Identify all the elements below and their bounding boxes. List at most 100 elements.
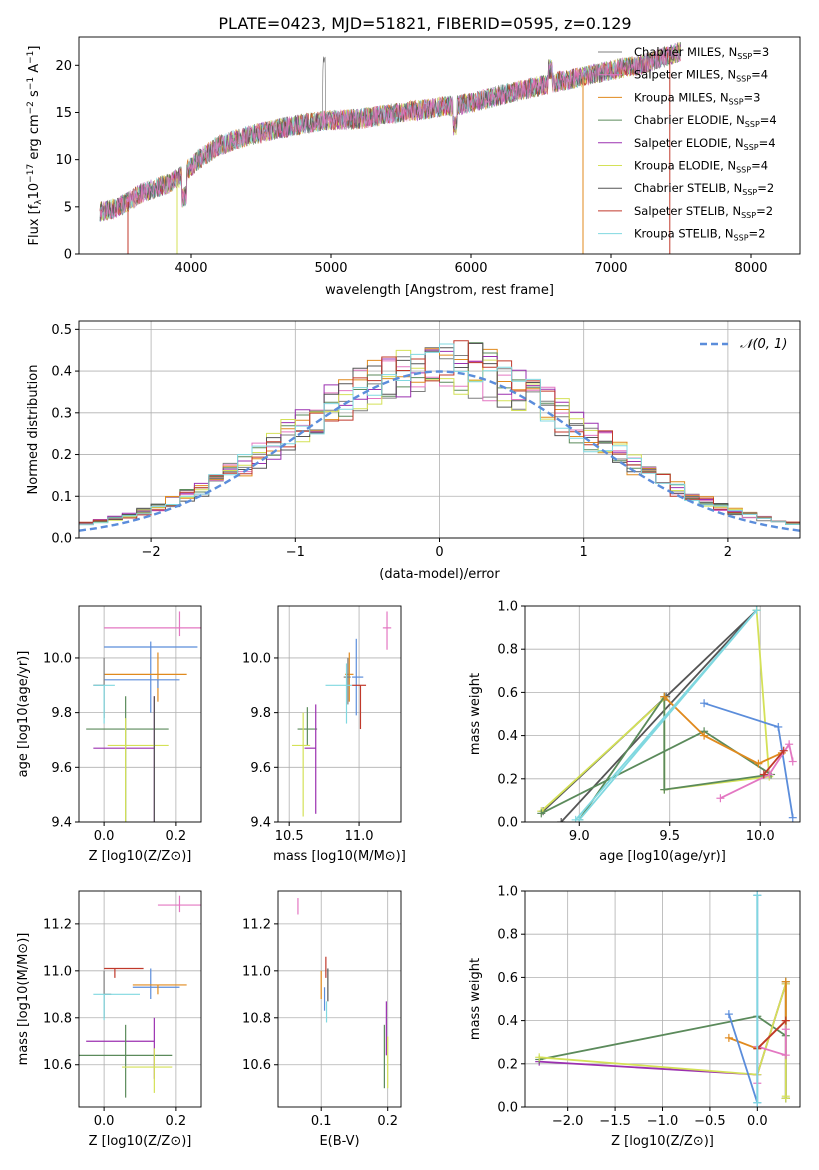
- y-tick-label: 11.0: [43, 964, 72, 979]
- y-tick-label: 11.2: [242, 917, 271, 932]
- weight-line: [763, 750, 785, 776]
- x-tick-label: 11.0: [345, 829, 374, 844]
- y-tick-label: 10.0: [43, 651, 72, 666]
- plot-area: [99, 42, 681, 254]
- y-tick-label: 0.2: [51, 448, 72, 463]
- y-axis-label: mass [log10(M/M⊙)]: [16, 933, 31, 1066]
- legend-entry: Kroupa ELODIE, NSSP=4: [634, 159, 768, 175]
- y-tick-label: 9.8: [250, 706, 271, 721]
- y-tick-label: 10.8: [43, 1011, 72, 1026]
- legend-entry: Chabrier ELODIE, NSSP=4: [634, 113, 777, 129]
- plot-area: [291, 611, 392, 817]
- mass-Z-axes: 0.0 0.2 10.6 10.8 11.0 11.2 Z [log10(Z/Z⊙)] mas…: [16, 890, 202, 1149]
- x-tick-label: 6000: [454, 261, 487, 276]
- x-axis-label: (data-model)/error: [379, 567, 500, 582]
- spectrum-axes: 4000 5000 6000 7000 8000 0 5 10 15 20 wavelength […: [26, 36, 801, 298]
- x-axis-label: Z [log10(Z/Z⊙)]: [611, 1134, 714, 1149]
- axes-frame: [78, 36, 801, 255]
- spectrum-legend: Chabrier MILES, NSSP=3 Salpeter MILES, NS…: [598, 45, 777, 243]
- y-tick-label: 0.3: [51, 406, 72, 421]
- legend-entry: Kroupa MILES, NSSP=3: [634, 90, 760, 106]
- y-tick-label: 0.4: [497, 729, 518, 744]
- x-tick-label: 0.0: [94, 1114, 115, 1129]
- x-tick-label: 8000: [734, 261, 767, 276]
- weight-line: [756, 1019, 787, 1050]
- weight-line: [663, 696, 783, 765]
- figure-title: PLATE=0423, MJD=51821, FIBERID=0595, z=0…: [218, 14, 631, 33]
- y-tick-label: 0.2: [497, 772, 518, 787]
- x-tick-label: 9.0: [569, 829, 590, 844]
- y-axis-label: mass weight: [468, 958, 483, 1040]
- x-tick-label: 10.5: [275, 829, 304, 844]
- y-axis-label: mass weight: [468, 673, 483, 755]
- x-tick-label: −1.0: [647, 1114, 679, 1129]
- x-tick-label: 0.1: [311, 1114, 332, 1129]
- x-tick-label: 2: [724, 545, 732, 560]
- y-axis-label: Flux [fλ10−17 erg cm−2 s−1 A−1]: [26, 46, 44, 246]
- spectrum-line: [99, 43, 681, 221]
- axes-frame: [524, 605, 801, 823]
- y-tick-label: 0.8: [497, 928, 518, 943]
- y-tick-label: 0.1: [51, 490, 72, 505]
- legend-entry: Chabrier MILES, NSSP=3: [634, 45, 769, 61]
- y-tick-label: 0.4: [51, 365, 72, 380]
- y-tick-label: 10: [55, 153, 72, 168]
- y-tick-label: 1.0: [497, 885, 518, 900]
- y-tick-label: 11.2: [43, 917, 72, 932]
- y-tick-label: 0.0: [497, 1101, 518, 1116]
- axes-frame: [78, 605, 202, 823]
- legend-entry: 𝒩(0, 1): [740, 337, 787, 352]
- x-axis-label: age [log10(age/yr)]: [599, 849, 726, 864]
- y-tick-label: 5: [64, 200, 72, 215]
- mass-EBV-axes: 0.1 0.2 10.6 10.8 11.0 11.2 E(B-V): [242, 890, 402, 1149]
- x-tick-label: −2: [142, 545, 161, 560]
- legend-entry: Kroupa STELIB, NSSP=2: [634, 227, 765, 243]
- x-tick-label: 0.0: [747, 1114, 768, 1129]
- weight-line: [728, 895, 759, 1103]
- y-tick-label: 0.8: [497, 643, 518, 658]
- y-tick-label: 0.0: [51, 532, 72, 547]
- y-axis-label: age [log10(age/yr)]: [16, 651, 31, 778]
- x-tick-label: 5000: [314, 261, 347, 276]
- axes-frame: [277, 605, 402, 823]
- plot-area: [297, 898, 389, 1089]
- age-Z-axes: 0.0 0.2 9.4 9.6 9.8 10.0 Z [log10(Z/Z⊙)] age [l…: [16, 605, 202, 864]
- y-tick-label: 9.6: [250, 761, 271, 776]
- normal-curve: [79, 370, 800, 532]
- x-axis-label: mass [log10(M/M⊙)]: [273, 849, 406, 864]
- x-axis-label: Z [log10(Z/Z⊙)]: [89, 849, 192, 864]
- x-tick-label: 10.0: [746, 829, 775, 844]
- weight-line: [575, 609, 758, 821]
- x-tick-label: 0.2: [166, 1114, 187, 1129]
- y-tick-label: 0.6: [497, 686, 518, 701]
- x-tick-label: 0.2: [377, 1114, 398, 1129]
- axes-frame: [277, 890, 402, 1108]
- x-tick-label: 7000: [594, 261, 627, 276]
- x-axis-label: Z [log10(Z/Z⊙)]: [89, 1134, 192, 1149]
- x-tick-label: 1: [580, 545, 588, 560]
- y-tick-label: 9.4: [250, 816, 271, 831]
- y-tick-label: 0.2: [497, 1057, 518, 1072]
- y-tick-label: 9.4: [51, 816, 72, 831]
- legend-entry: Chabrier STELIB, NSSP=2: [634, 181, 774, 197]
- y-tick-label: 10.8: [242, 1011, 271, 1026]
- x-tick-label: −1.5: [599, 1114, 631, 1129]
- y-axis-label: Normed distribution: [26, 365, 41, 495]
- residual-axes: −2 −1 0 1 2 0.0 0.1 0.2 0.3 0.4 0.5 (data-model)/er…: [26, 320, 801, 582]
- x-tick-label: −2.0: [552, 1114, 584, 1129]
- x-tick-label: 0: [435, 545, 443, 560]
- x-tick-label: 0.2: [166, 829, 187, 844]
- plot-area: [535, 891, 790, 1107]
- y-tick-label: 1.0: [497, 600, 518, 615]
- histogram-step: [79, 343, 800, 526]
- y-tick-label: 0.4: [497, 1014, 518, 1029]
- y-tick-label: 20: [55, 59, 72, 74]
- x-tick-label: −1: [286, 545, 305, 560]
- legend-entry: Salpeter ELODIE, NSSP=4: [634, 136, 776, 152]
- plot-area: [537, 606, 797, 822]
- weight-age-axes: 9.0 9.5 10.0 0.0 0.2 0.4 0.6 0.8 1.0 age [log10(a…: [468, 600, 801, 864]
- y-tick-label: 0: [64, 248, 72, 263]
- y-tick-label: 10.0: [242, 651, 271, 666]
